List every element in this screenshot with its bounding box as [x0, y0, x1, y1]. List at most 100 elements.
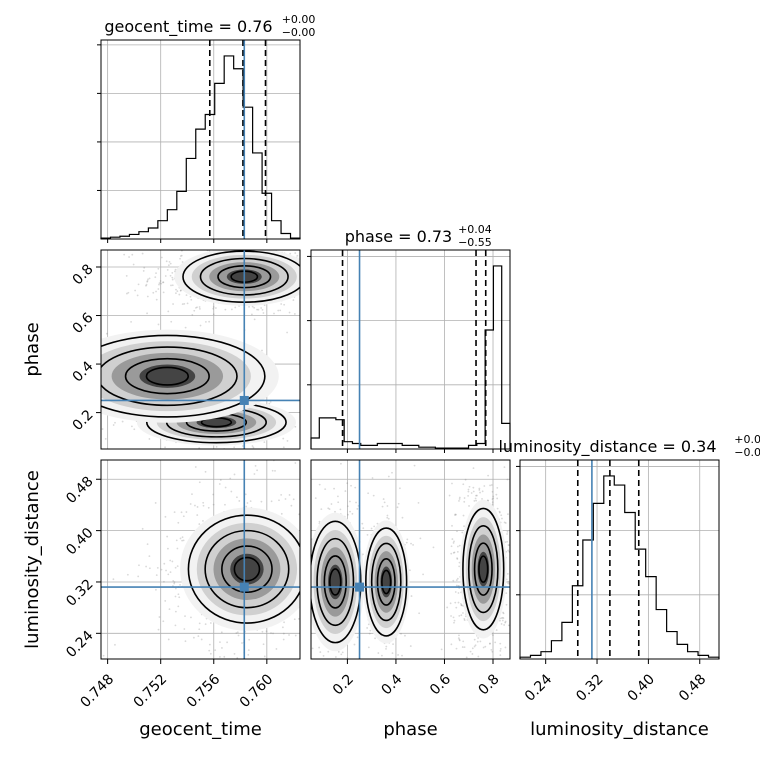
- x-tick-label-luminosity_distance: 0.48: [676, 671, 709, 704]
- sample-point: [314, 497, 317, 500]
- sample-point: [164, 446, 166, 449]
- density-panel-geocent_time-luminosity_distance: [100, 459, 311, 671]
- sample-point: [418, 612, 421, 615]
- sample-point: [479, 491, 481, 494]
- sample-point: [506, 478, 509, 481]
- sample-point: [283, 621, 285, 624]
- sample-point: [101, 428, 104, 430]
- hist-panel-geocent_time: [97, 39, 301, 240]
- sample-point: [288, 494, 291, 496]
- sample-point: [501, 616, 504, 619]
- sample-point: [374, 637, 376, 640]
- sample-point: [185, 294, 188, 297]
- sample-point: [237, 634, 240, 637]
- sample-point: [171, 284, 174, 287]
- sample-point: [491, 650, 494, 653]
- sample-point: [464, 689, 466, 691]
- sample-point: [383, 501, 386, 504]
- sample-point: [272, 669, 274, 671]
- sample-point: [169, 571, 172, 573]
- panel-content: [291, 441, 517, 697]
- sample-point: [478, 661, 480, 663]
- sample-point: [141, 252, 144, 255]
- density-contour: [124, 357, 210, 395]
- sample-point: [337, 501, 340, 504]
- sample-point: [167, 573, 170, 576]
- sample-point: [303, 420, 305, 422]
- sample-point: [452, 551, 455, 554]
- sample-point: [351, 512, 354, 515]
- title-lower-geocent_time: −0.00: [282, 26, 316, 39]
- sample-point: [339, 508, 342, 511]
- sample-point: [94, 401, 96, 403]
- sample-point: [515, 568, 517, 570]
- sample-point: [146, 543, 149, 546]
- sample-point: [307, 231, 309, 233]
- sample-point: [487, 474, 490, 477]
- sample-point: [245, 246, 247, 248]
- sample-point: [253, 473, 256, 475]
- sample-point: [316, 435, 318, 437]
- sample-point: [302, 529, 304, 531]
- sample-point: [263, 655, 266, 658]
- sample-point: [304, 271, 306, 273]
- sample-point: [309, 279, 311, 281]
- sample-point: [467, 494, 469, 497]
- sample-point: [458, 500, 460, 502]
- sample-point: [450, 615, 452, 617]
- sample-point: [321, 262, 323, 264]
- sample-point: [184, 326, 187, 329]
- sample-point: [198, 523, 201, 525]
- sample-point: [458, 496, 461, 499]
- sample-point: [277, 236, 279, 238]
- sample-point: [506, 540, 509, 543]
- sample-point: [174, 248, 176, 250]
- sample-point: [347, 513, 349, 516]
- sample-point: [374, 298, 376, 300]
- y-tick-label-luminosity_distance: 0.48: [63, 474, 96, 507]
- sample-point: [492, 497, 495, 500]
- sample-point: [495, 629, 498, 631]
- sample-point: [377, 665, 379, 667]
- title-phase: phase = 0.73: [345, 227, 452, 246]
- sample-point: [176, 565, 179, 568]
- sample-point: [172, 303, 174, 305]
- sample-point: [168, 608, 171, 611]
- sample-point: [198, 307, 201, 310]
- y-tick-label-luminosity_distance: 0.32: [63, 576, 96, 609]
- sample-point: [283, 453, 285, 455]
- sample-point: [272, 231, 274, 233]
- sample-point: [43, 389, 45, 391]
- sample-point: [470, 492, 473, 494]
- sample-point: [289, 252, 292, 255]
- sample-point: [169, 274, 172, 277]
- sample-point: [306, 586, 308, 588]
- sample-point: [308, 411, 310, 413]
- sample-point: [368, 632, 371, 635]
- sample-point: [314, 301, 316, 303]
- sample-point: [309, 630, 311, 632]
- sample-point: [248, 305, 250, 308]
- sample-point: [503, 690, 505, 692]
- sample-point: [291, 621, 293, 623]
- sample-point: [453, 621, 455, 624]
- sample-point: [325, 290, 327, 292]
- sample-point: [152, 291, 155, 294]
- sample-point: [385, 645, 388, 648]
- sample-point: [465, 441, 467, 443]
- sample-point: [346, 505, 349, 508]
- sample-point: [327, 253, 329, 255]
- sample-point: [450, 552, 453, 555]
- sample-point: [385, 647, 387, 650]
- sample-point: [305, 522, 307, 524]
- sample-point: [362, 527, 365, 530]
- sample-point: [126, 573, 129, 576]
- sample-point: [345, 695, 347, 697]
- sample-point: [308, 424, 310, 426]
- sample-point: [178, 596, 181, 599]
- y-tick-label-phase: 0.8: [70, 261, 97, 288]
- x-tick-label-geocent_time: 0.756: [184, 671, 224, 711]
- density-contour: [221, 545, 273, 594]
- sample-point: [248, 638, 251, 641]
- sample-point: [340, 653, 343, 656]
